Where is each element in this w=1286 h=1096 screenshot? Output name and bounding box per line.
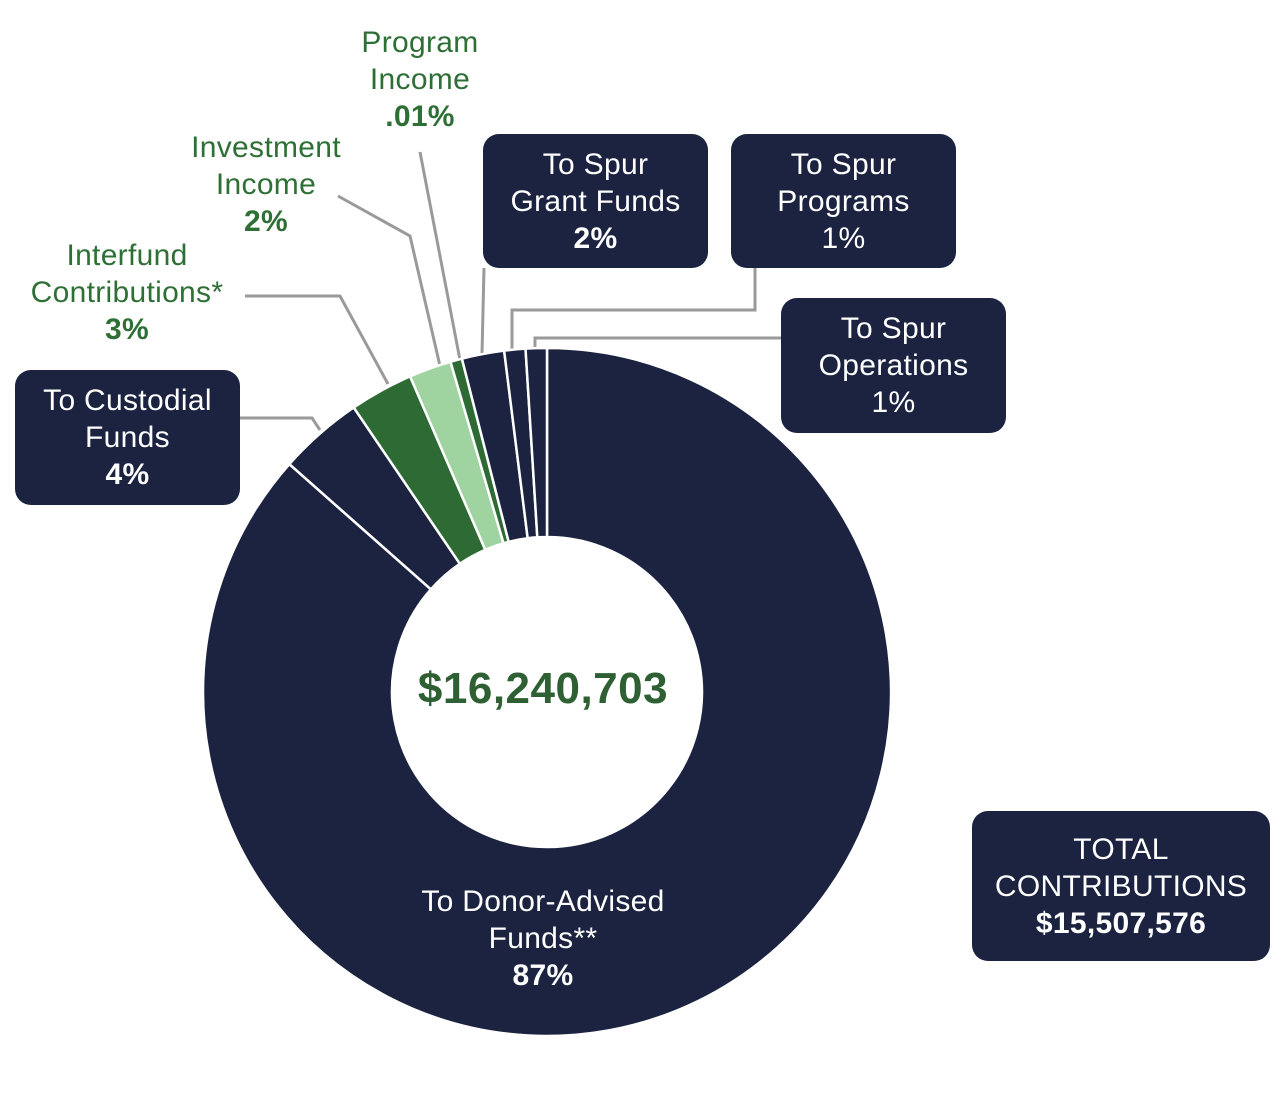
label-box-spur-programs: To Spur Programs 1% xyxy=(731,134,956,268)
leader-line-custodial xyxy=(240,416,322,431)
label-box-custodial-funds: To Custodial Funds 4% xyxy=(15,370,240,505)
leader-line-operations xyxy=(533,336,782,348)
leader-line-grant-funds xyxy=(480,267,486,355)
label-box-spur-grant-funds: To Spur Grant Funds 2% xyxy=(483,134,708,268)
leader-line-program xyxy=(418,151,462,361)
donut-slices xyxy=(201,346,893,1038)
label-interfund-contributions: Interfund Contributions* 3% xyxy=(30,239,224,346)
label-investment-income: Investment Income 2% xyxy=(191,131,341,238)
label-donor-advised-funds: To Donor-Advised Funds** 87% xyxy=(421,885,665,992)
donut-center-value: $16,240,703 xyxy=(417,664,669,713)
leader-line-programs xyxy=(510,268,757,350)
donut-slice-7 xyxy=(524,346,549,539)
label-program-income: Program Income .01% xyxy=(361,26,479,133)
leader-line-interfund xyxy=(245,294,390,385)
leader-line-investment xyxy=(337,194,442,367)
label-box-spur-operations: To Spur Operations 1% xyxy=(781,298,1006,433)
total-contributions-box: TOTAL CONTRIBUTIONS $15,507,576 xyxy=(972,811,1270,961)
donut-slice-0 xyxy=(201,346,893,1038)
leader-lines xyxy=(240,151,782,431)
